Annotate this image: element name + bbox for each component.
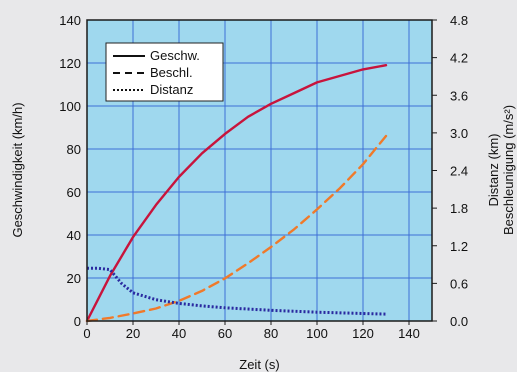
legend-label-geschw: Geschw.	[150, 48, 200, 63]
y-tick-label-right: 3.0	[450, 126, 468, 141]
y-tick-label-right: 1.2	[450, 239, 468, 254]
series-group	[85, 64, 388, 323]
y-axis-label-left: Geschwindigkeit (km/h)	[10, 102, 25, 237]
y-tick-label-right: 1.8	[450, 201, 468, 216]
y-axis-label-right-distance: Distanz (km)	[486, 134, 501, 207]
x-tick-label: 100	[306, 326, 328, 341]
y-tick-label-left: 20	[67, 271, 81, 286]
x-tick-label: 40	[172, 326, 186, 341]
x-tick-label: 60	[218, 326, 232, 341]
legend-label-distanz: Distanz	[150, 82, 193, 97]
y-tick-label-right: 4.8	[450, 13, 468, 28]
series-line-beschl	[85, 134, 388, 323]
y-tick-label-right: 0.6	[450, 276, 468, 291]
x-tick-label: 120	[352, 326, 374, 341]
legend-label-beschl: Beschl.	[150, 65, 193, 80]
x-tick-label: 0	[83, 326, 90, 341]
y-axis-label-right-acceleration: Beschleunigung (m/s²)	[501, 105, 516, 235]
y-tick-label-right: 0.0	[450, 314, 468, 329]
y-tick-label-right: 3.6	[450, 88, 468, 103]
y-tick-label-left: 100	[59, 99, 81, 114]
y-tick-label-left: 80	[67, 142, 81, 157]
legend: Geschw. Beschl. Distanz	[105, 42, 224, 102]
series-line-distanz	[87, 266, 387, 316]
y-tick-label-right: 2.4	[450, 164, 468, 179]
y-tick-label-left: 40	[67, 228, 81, 243]
y-tick-label-right: 4.2	[450, 51, 468, 66]
y-tick-label-left: 120	[59, 56, 81, 71]
tick-labels: 0 20 40 60 80 100 120 140 0 20 40 60 80 100 120 140 0.0 0…	[59, 13, 468, 341]
x-tick-label: 140	[398, 326, 420, 341]
y-tick-label-left: 0	[74, 314, 81, 329]
y-tick-label-left: 140	[59, 13, 81, 28]
series-line-geschw	[85, 64, 388, 323]
x-tick-label: 80	[264, 326, 278, 341]
x-axis-label: Zeit (s)	[239, 357, 279, 372]
x-tick-label: 20	[126, 326, 140, 341]
y-tick-label-left: 60	[67, 185, 81, 200]
